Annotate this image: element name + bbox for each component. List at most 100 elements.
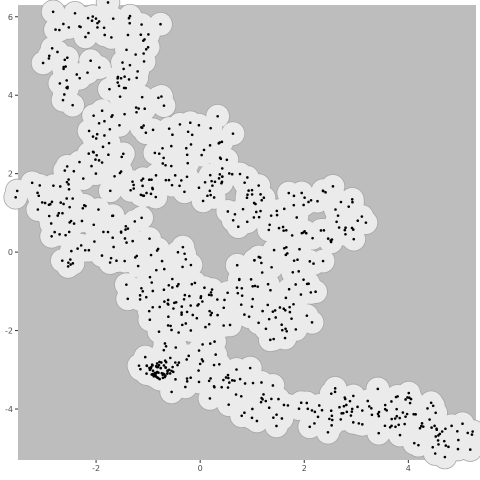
data-point: [154, 195, 158, 199]
data-point: [339, 418, 343, 421]
data-point: [269, 338, 272, 342]
data-point: [405, 412, 409, 416]
data-point: [431, 445, 435, 449]
data-point: [137, 364, 141, 367]
data-point: [239, 303, 243, 306]
data-point: [290, 317, 293, 320]
data-point: [335, 220, 338, 224]
data-point: [311, 236, 314, 240]
data-point: [420, 424, 423, 428]
data-point: [433, 452, 437, 455]
data-point: [338, 405, 341, 409]
data-point: [150, 363, 154, 367]
data-point: [212, 196, 216, 199]
data-point: [264, 399, 268, 403]
data-point: [447, 445, 450, 449]
data-point: [94, 137, 98, 140]
data-point: [429, 401, 433, 405]
data-point: [47, 214, 51, 218]
data-point: [87, 31, 90, 35]
data-point: [64, 233, 67, 237]
data-point: [151, 369, 155, 372]
data-point: [226, 386, 230, 389]
data-point: [156, 376, 160, 380]
data-point: [184, 146, 188, 150]
data-point: [216, 114, 219, 118]
data-point: [67, 187, 71, 191]
data-point: [62, 22, 65, 26]
data-point: [418, 426, 422, 430]
data-point: [144, 131, 148, 135]
data-point: [121, 61, 124, 64]
data-point: [238, 172, 242, 176]
data-point: [361, 423, 364, 426]
data-point: [174, 378, 177, 381]
data-point: [345, 403, 348, 407]
data-point: [159, 366, 162, 370]
data-point: [170, 328, 173, 332]
data-point: [344, 226, 347, 230]
data-point: [67, 230, 71, 234]
data-point: [158, 305, 161, 309]
data-point: [54, 28, 57, 31]
data-point: [189, 143, 193, 146]
data-point: [143, 38, 146, 41]
data-point: [140, 216, 143, 220]
data-point: [131, 239, 134, 243]
data-point: [164, 178, 168, 182]
data-point: [97, 20, 101, 23]
data-point: [370, 406, 373, 410]
data-point: [347, 205, 351, 208]
data-point: [287, 287, 291, 291]
data-point: [271, 384, 275, 387]
data-point: [239, 394, 243, 398]
data-point: [313, 422, 316, 425]
data-point: [183, 293, 187, 297]
data-point: [181, 245, 185, 249]
data-point: [138, 294, 142, 297]
data-point: [252, 201, 256, 205]
data-point: [201, 343, 204, 346]
data-point: [47, 54, 51, 58]
data-point: [343, 396, 347, 399]
data-point: [299, 293, 303, 296]
data-point: [125, 241, 128, 244]
data-point: [217, 142, 221, 145]
data-point: [78, 160, 81, 164]
data-point: [260, 198, 264, 202]
data-point: [207, 322, 211, 326]
data-point: [71, 197, 74, 200]
data-point: [403, 422, 406, 426]
data-point: [304, 231, 308, 235]
data-point: [231, 218, 235, 222]
data-point: [123, 75, 126, 78]
data-point: [240, 414, 243, 418]
data-point: [188, 294, 191, 298]
data-point: [124, 86, 128, 90]
data-point: [203, 286, 206, 290]
data-point: [174, 346, 178, 349]
data-point: [433, 424, 436, 428]
data-point: [208, 342, 212, 345]
data-point: [366, 399, 370, 403]
data-point: [120, 155, 124, 159]
data-point: [159, 22, 162, 26]
data-point: [241, 207, 245, 211]
data-point: [68, 205, 71, 209]
data-point: [138, 298, 142, 301]
data-point: [437, 443, 440, 446]
data-point: [53, 230, 56, 234]
data-point: [367, 405, 371, 408]
data-point: [281, 225, 285, 229]
data-point: [342, 404, 346, 408]
data-point: [156, 247, 160, 251]
data-point: [126, 227, 130, 230]
data-point: [167, 315, 170, 319]
data-point: [116, 81, 120, 84]
data-point: [158, 360, 161, 364]
data-point: [319, 229, 323, 232]
data-point: [251, 407, 254, 411]
data-point: [251, 284, 254, 288]
data-point: [40, 201, 44, 204]
